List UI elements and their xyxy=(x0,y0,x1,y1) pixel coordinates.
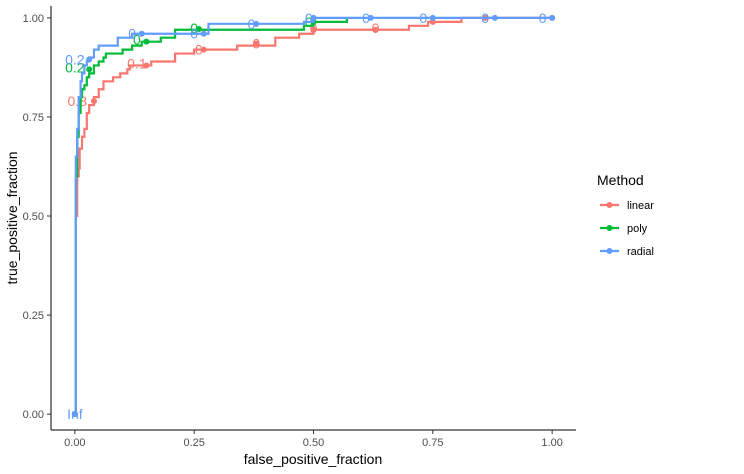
cutoff-point-poly xyxy=(143,38,150,45)
x-tick-label: 0.75 xyxy=(422,437,443,449)
x-tick-label: 1.00 xyxy=(541,437,562,449)
y-axis-title: true_positive_fraction xyxy=(4,151,20,284)
y-tick-label: 1.00 xyxy=(23,13,44,25)
cutoff-label-linear: 0 xyxy=(252,36,260,52)
y-tick-label: 0.50 xyxy=(23,211,44,223)
x-tick-label: 0.00 xyxy=(64,437,85,449)
cutoff-label-radial: 0 xyxy=(128,26,136,42)
series-poly: 0.200 0 xyxy=(65,14,349,418)
legend-title: Method xyxy=(597,172,644,188)
cutoff-point-radial xyxy=(71,411,78,418)
cutoff-label-radial: 0 xyxy=(419,10,427,26)
cutoff-point-radial xyxy=(86,56,93,63)
cutoff-point-linear xyxy=(200,46,207,53)
roc-line-linear xyxy=(74,16,553,416)
cutoff-label-poly: 0 xyxy=(133,32,141,48)
x-tick-label: 0.50 xyxy=(303,437,324,449)
cutoff-label-radial: 0 xyxy=(248,16,256,32)
y-tick-label: 0.00 xyxy=(23,409,44,421)
cutoff-point-linear xyxy=(90,98,97,105)
x-ticks: 0.00 0.25 0.50 0.75 1.00 xyxy=(64,430,563,449)
y-ticks: 0.00 0.25 0.50 0.75 1.00 xyxy=(23,13,51,421)
cutoff-point-poly xyxy=(86,66,93,73)
legend-key-point-linear xyxy=(606,202,613,208)
legend-label-poly: poly xyxy=(627,223,648,235)
cutoff-point-radial xyxy=(491,14,498,21)
cutoff-point-poly xyxy=(195,25,202,32)
legend-label-radial: radial xyxy=(627,246,654,258)
cutoff-point-radial xyxy=(200,30,207,37)
cutoff-point-linear xyxy=(143,62,150,69)
legend: Method linear poly radial xyxy=(597,172,654,258)
cutoff-point-radial xyxy=(253,20,260,27)
cutoff-label-radial: 0 xyxy=(362,10,370,26)
cutoff-point-radial xyxy=(138,30,145,37)
cutoff-label-radial: 0 xyxy=(305,10,313,26)
x-tick-label: 0.25 xyxy=(183,437,204,449)
legend-key-point-radial xyxy=(606,248,613,254)
x-axis-title: false_positive_fraction xyxy=(244,451,383,467)
cutoff-point-linear xyxy=(310,26,317,33)
roc-line-radial xyxy=(74,16,553,416)
series-linear: 0.80.10 00 0 xyxy=(68,14,556,418)
cutoff-point-linear xyxy=(372,26,379,33)
cutoff-point-radial xyxy=(549,14,556,21)
cutoff-label-poly: 0 xyxy=(190,20,198,36)
cutoff-point-linear xyxy=(253,40,260,47)
cutoff-label-radial: 0 xyxy=(481,10,489,26)
cutoff-label-poly: 0.2 xyxy=(65,59,85,75)
cutoff-label-linear: 0.8 xyxy=(68,93,88,109)
cutoff-label-linear: 0.1 xyxy=(127,55,147,71)
cutoff-label-radial: 0.2 xyxy=(65,51,85,67)
cutoff-point-radial xyxy=(429,14,436,21)
cutoff-point-radial xyxy=(367,14,374,21)
y-tick-label: 0.75 xyxy=(23,112,44,124)
cutoff-label-linear: 0 xyxy=(195,42,203,58)
legend-key-point-poly xyxy=(606,225,613,231)
legend-label-linear: linear xyxy=(627,200,654,212)
roc-line-poly xyxy=(74,17,349,416)
cutoff-point-radial xyxy=(310,14,317,21)
cutoff-label-radial: 0 xyxy=(190,26,198,42)
cutoff-label-linear: 0 xyxy=(310,20,318,36)
cutoff-label-linear: 0 xyxy=(372,20,380,36)
y-tick-label: 0.25 xyxy=(23,310,44,322)
cutoff-label-radial: 0 xyxy=(539,10,547,26)
cutoff-label-radial: Inf xyxy=(67,406,83,422)
